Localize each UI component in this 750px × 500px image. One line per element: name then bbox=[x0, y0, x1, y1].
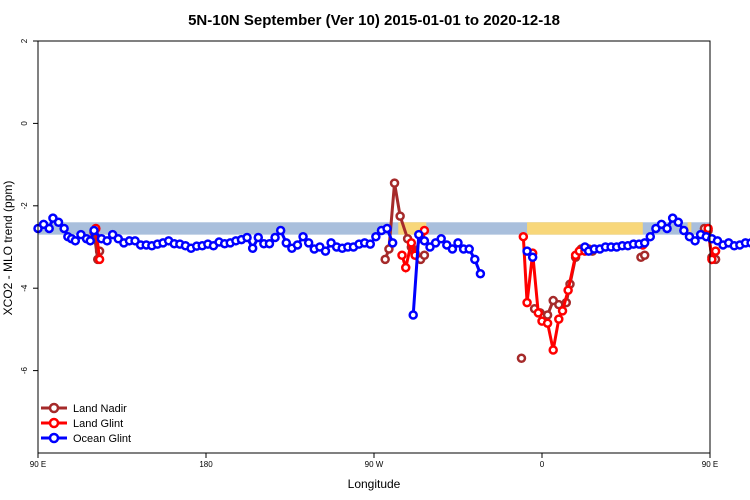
series-ocean-glint bbox=[33, 213, 750, 320]
data-point bbox=[533, 308, 544, 318]
data-point bbox=[400, 262, 411, 273]
x-tick-label: 0 bbox=[540, 460, 545, 469]
series-layer bbox=[33, 178, 750, 363]
data-point bbox=[89, 225, 99, 236]
ticks: 90 E 180 90 W 0 90 E 2 0 -2 -4 -6 bbox=[20, 38, 718, 469]
data-point bbox=[292, 240, 303, 250]
data-point bbox=[522, 246, 532, 256]
data-point bbox=[270, 232, 280, 243]
data-point bbox=[247, 243, 258, 253]
data-point bbox=[453, 238, 463, 248]
data-point bbox=[679, 225, 689, 236]
data-point bbox=[387, 238, 398, 248]
x-axis-label: Longitude bbox=[348, 477, 401, 491]
data-point bbox=[253, 232, 264, 243]
land-band-segment bbox=[527, 222, 643, 235]
ocean-land-band bbox=[38, 222, 710, 235]
data-point bbox=[673, 217, 684, 228]
data-point bbox=[563, 285, 573, 296]
data-point bbox=[380, 254, 390, 265]
data-point bbox=[44, 223, 54, 234]
y-tick-label: -2 bbox=[20, 202, 29, 210]
y-axis-label: XCO2 - MLO trend (ppm) bbox=[1, 181, 15, 316]
data-point bbox=[527, 252, 538, 263]
data-point bbox=[522, 297, 532, 308]
data-point bbox=[548, 345, 558, 355]
data-point bbox=[447, 244, 458, 254]
x-tick-label: 180 bbox=[199, 460, 213, 469]
data-point bbox=[365, 239, 376, 249]
legend-item: Land Glint bbox=[41, 417, 123, 430]
data-point bbox=[645, 231, 656, 242]
data-point bbox=[516, 353, 527, 363]
data-point bbox=[395, 211, 405, 221]
data-point bbox=[464, 244, 474, 254]
y-tick-label: -6 bbox=[20, 366, 29, 374]
series-land-glint bbox=[91, 223, 721, 355]
land-band-segment bbox=[687, 222, 692, 235]
legend: Land Nadir Land Glint Ocean Glint bbox=[41, 402, 131, 445]
data-point bbox=[281, 238, 292, 248]
data-point bbox=[85, 236, 96, 246]
legend-label: Land Nadir bbox=[73, 403, 127, 415]
data-point bbox=[264, 238, 275, 249]
data-point bbox=[303, 238, 314, 248]
data-point bbox=[746, 238, 750, 248]
legend-marker bbox=[48, 402, 60, 414]
data-point bbox=[408, 310, 418, 320]
data-point bbox=[320, 246, 331, 256]
legend-item: Land Nadir bbox=[41, 402, 127, 415]
data-point bbox=[275, 225, 286, 236]
data-point bbox=[406, 238, 417, 248]
data-point bbox=[542, 310, 553, 320]
data-point bbox=[690, 236, 700, 246]
data-point bbox=[94, 254, 105, 265]
data-point bbox=[662, 223, 672, 234]
data-point bbox=[102, 236, 112, 246]
legend-marker bbox=[48, 417, 60, 429]
data-point bbox=[639, 238, 650, 248]
data-point bbox=[710, 246, 721, 256]
y-tick-label: -4 bbox=[20, 284, 29, 292]
data-point bbox=[470, 254, 480, 265]
x-tick-label: 90 W bbox=[365, 460, 384, 469]
data-point bbox=[703, 223, 713, 234]
data-point bbox=[53, 217, 64, 228]
data-point bbox=[419, 250, 430, 260]
data-point bbox=[542, 318, 553, 328]
data-point bbox=[554, 314, 564, 324]
legend-item: Ocean Glint bbox=[41, 432, 131, 445]
data-point bbox=[371, 231, 381, 242]
x-tick-label: 90 E bbox=[30, 460, 46, 469]
data-point bbox=[518, 231, 529, 242]
data-point bbox=[414, 229, 424, 240]
data-point bbox=[557, 306, 568, 316]
data-point bbox=[707, 254, 717, 265]
data-point bbox=[436, 234, 446, 244]
data-point bbox=[475, 269, 486, 279]
x-tick-label: 90 E bbox=[702, 460, 718, 469]
legend-marker bbox=[48, 432, 60, 444]
data-point bbox=[397, 250, 407, 260]
data-point bbox=[389, 178, 400, 188]
y-tick-label: 0 bbox=[20, 121, 29, 126]
data-point bbox=[382, 223, 392, 234]
data-point bbox=[298, 231, 308, 242]
data-point bbox=[70, 236, 81, 246]
data-point bbox=[419, 236, 430, 246]
y-tick-label: 2 bbox=[20, 38, 29, 43]
data-point bbox=[242, 232, 252, 243]
chart-title: 5N-10N September (Ver 10) 2015-01-01 to … bbox=[188, 12, 560, 29]
data-point bbox=[639, 250, 650, 260]
legend-label: Land Glint bbox=[73, 418, 123, 430]
legend-label: Ocean Glint bbox=[73, 433, 131, 445]
data-point bbox=[59, 223, 69, 234]
